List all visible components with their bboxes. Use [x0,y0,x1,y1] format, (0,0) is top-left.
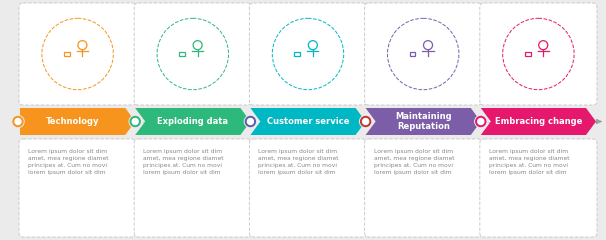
Polygon shape [135,108,250,135]
Circle shape [478,119,484,125]
FancyBboxPatch shape [250,3,367,105]
Text: Exploding data: Exploding data [158,117,228,126]
Circle shape [130,116,140,126]
Polygon shape [250,108,365,135]
Text: Embracing change: Embracing change [494,117,582,126]
Circle shape [362,119,368,125]
Text: Lorem ipsum dolor sit dim
amet, mea regione diamet
principes at. Cum no movi
lor: Lorem ipsum dolor sit dim amet, mea regi… [258,149,339,175]
FancyBboxPatch shape [365,3,482,105]
Circle shape [15,119,21,125]
Text: Lorem ipsum dolor sit dim
amet, mea regione diamet
principes at. Cum no movi
lor: Lorem ipsum dolor sit dim amet, mea regi… [489,149,570,175]
Text: Maintaining
Reputation: Maintaining Reputation [395,112,451,131]
FancyBboxPatch shape [250,139,367,237]
FancyBboxPatch shape [480,139,597,237]
Polygon shape [20,108,135,135]
Bar [64,52,70,56]
Polygon shape [481,108,596,135]
Bar [410,52,415,56]
Text: Lorem ipsum dolor sit dim
amet, mea regione diamet
principes at. Cum no movi
lor: Lorem ipsum dolor sit dim amet, mea regi… [143,149,224,175]
FancyBboxPatch shape [19,139,136,237]
Polygon shape [365,108,481,135]
FancyBboxPatch shape [480,3,597,105]
Circle shape [129,115,141,127]
Bar [295,52,300,56]
Circle shape [476,116,486,126]
Circle shape [245,116,255,126]
Circle shape [474,115,487,127]
Circle shape [361,116,371,126]
Text: Lorem ipsum dolor sit dim
amet, mea regione diamet
principes at. Cum no movi
lor: Lorem ipsum dolor sit dim amet, mea regi… [374,149,454,175]
FancyBboxPatch shape [134,139,251,237]
Circle shape [359,115,371,127]
Circle shape [247,119,253,125]
Text: Customer service: Customer service [267,117,349,126]
FancyBboxPatch shape [365,139,482,237]
Circle shape [13,116,23,126]
Circle shape [12,115,24,127]
Circle shape [132,119,138,125]
Bar [179,52,185,56]
Text: Technology: Technology [46,117,99,126]
Circle shape [244,115,256,127]
FancyBboxPatch shape [19,3,136,105]
Text: Lorem ipsum dolor sit dim
amet, mea regione diamet
principes at. Cum no movi
lor: Lorem ipsum dolor sit dim amet, mea regi… [28,149,108,175]
FancyBboxPatch shape [134,3,251,105]
Bar [525,52,530,56]
